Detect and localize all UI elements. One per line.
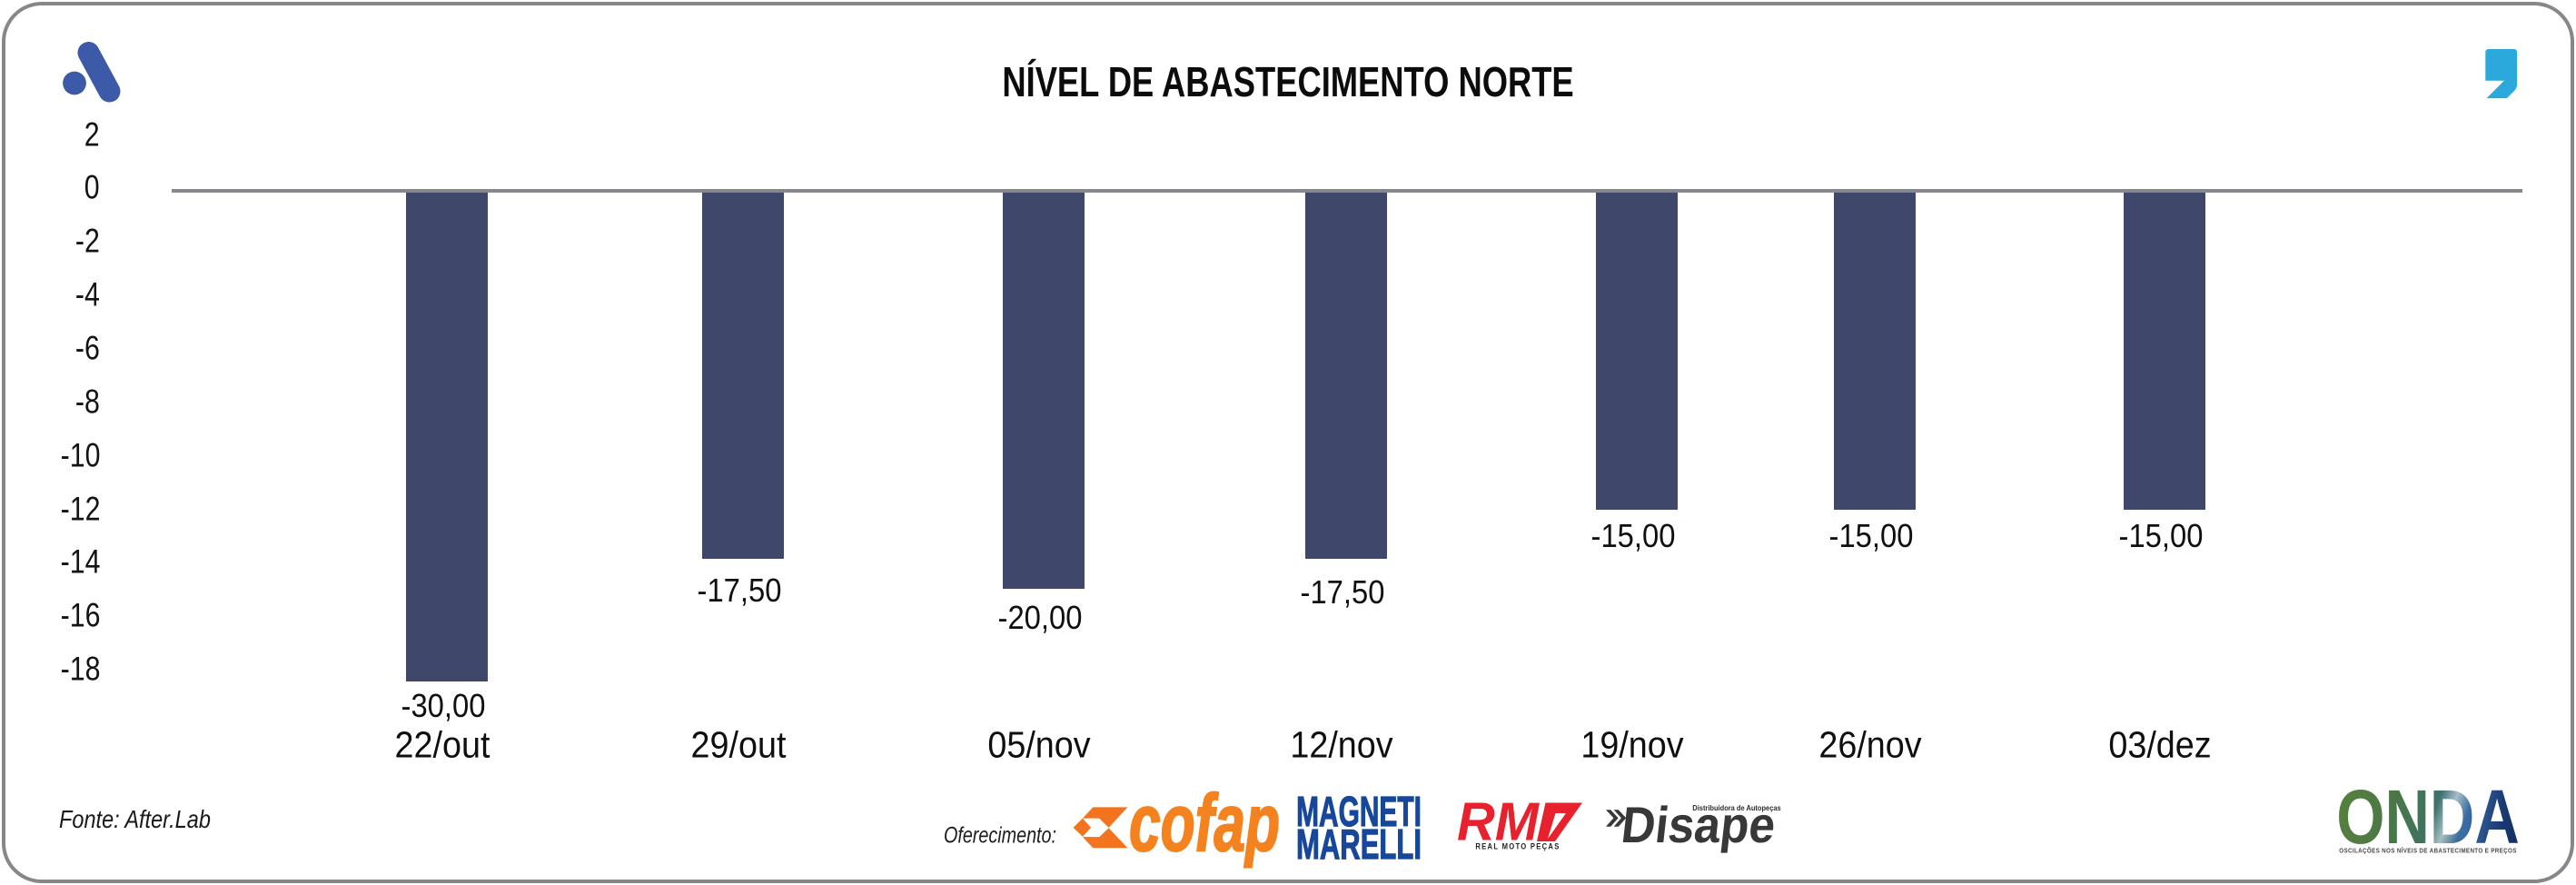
svg-text:cofap: cofap <box>1128 781 1279 869</box>
